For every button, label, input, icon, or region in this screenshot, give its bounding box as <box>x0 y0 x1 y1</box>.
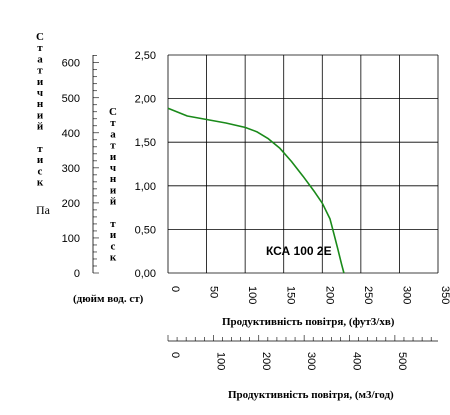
pa-tick-label: 0 <box>74 268 80 280</box>
performance-curve-group: КСА 100 2Е <box>167 107 345 274</box>
x-tick-label: 300 <box>400 286 412 304</box>
m3h-tick-label: 100 <box>214 352 226 370</box>
m3h-tick-label: 300 <box>305 352 317 370</box>
y-tick-label: 2,00 <box>135 94 156 106</box>
m3h-axis: 0 100 200 300 400 500 <box>167 335 438 370</box>
plot-grid <box>167 54 439 274</box>
pa-tick-label: 300 <box>62 163 80 175</box>
y-axis-unit-label: (дюйм вод. ст) <box>73 293 144 305</box>
pa-axis: 0 100 200 300 400 500 600 <box>62 55 99 280</box>
y-tick-label: 1,50 <box>135 137 156 149</box>
pa-tick-label: 500 <box>62 93 80 105</box>
pa-tick-label: 100 <box>62 233 80 245</box>
m3h-tick-label: 0 <box>169 352 181 358</box>
y-tick-label: 1,00 <box>135 181 156 193</box>
x-tick-label: 100 <box>246 286 258 304</box>
x-tick-label: 250 <box>362 286 374 304</box>
x-axis-title-cfm: Продуктивність повітря, (фут3/хв) <box>222 316 395 328</box>
x-tick-label: 0 <box>169 286 181 292</box>
x-tick-label: 350 <box>439 286 450 304</box>
x-tick-label: 200 <box>323 286 335 304</box>
m3h-tick-label: 200 <box>260 352 272 370</box>
pa-tick-label: 200 <box>62 198 80 210</box>
x-tick-label: 150 <box>285 286 297 304</box>
x-axis-ticks-cfm: 0 50 100 150 200 250 300 350 <box>169 286 450 304</box>
x-tick-label: 50 <box>208 286 220 298</box>
pa-tick-label: 600 <box>62 58 80 70</box>
series-label: КСА 100 2Е <box>266 244 332 258</box>
pa-tick-label: 400 <box>62 128 80 140</box>
m3h-tick-label: 500 <box>396 352 408 370</box>
pa-unit-label: Па <box>36 203 51 217</box>
y-tick-label: 0,50 <box>135 224 156 236</box>
y-tick-label: 0,00 <box>135 268 156 280</box>
y-tick-label: 2,50 <box>135 50 156 62</box>
x-axis-title-m3h: Продуктивність повітря, (м3/год) <box>228 389 394 401</box>
series-line <box>167 107 345 274</box>
m3h-tick-label: 400 <box>351 352 363 370</box>
y-axis-ticks-inwg: 0,00 0,50 1,00 1,50 2,00 2,50 <box>135 50 156 280</box>
